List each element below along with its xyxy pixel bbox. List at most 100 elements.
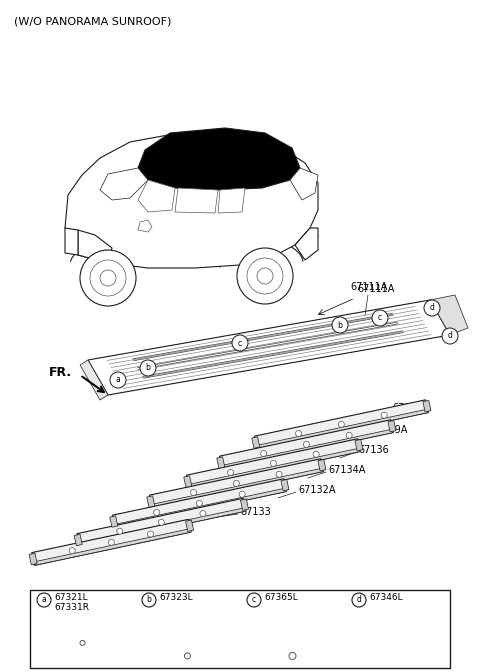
Circle shape — [196, 501, 203, 507]
Polygon shape — [254, 400, 428, 449]
Circle shape — [80, 640, 85, 645]
Polygon shape — [80, 507, 248, 546]
Circle shape — [233, 480, 240, 487]
Polygon shape — [35, 528, 193, 565]
Polygon shape — [112, 479, 286, 528]
Circle shape — [154, 509, 159, 515]
Circle shape — [80, 250, 136, 306]
Text: 67130A: 67130A — [392, 403, 430, 413]
Polygon shape — [80, 360, 108, 400]
Circle shape — [303, 442, 309, 448]
Polygon shape — [219, 420, 393, 469]
Polygon shape — [88, 300, 450, 395]
Circle shape — [117, 528, 123, 534]
Text: 67132A: 67132A — [298, 485, 336, 495]
Text: 67310A: 67310A — [142, 527, 180, 537]
Polygon shape — [110, 516, 118, 528]
Polygon shape — [152, 468, 325, 508]
Text: 67139A: 67139A — [370, 425, 408, 435]
Text: a: a — [116, 376, 120, 384]
Circle shape — [200, 511, 206, 517]
Circle shape — [108, 540, 114, 546]
Text: c: c — [378, 314, 382, 323]
Polygon shape — [281, 479, 289, 491]
Polygon shape — [388, 421, 396, 432]
Polygon shape — [65, 133, 318, 268]
Circle shape — [352, 593, 366, 607]
Text: d: d — [447, 331, 453, 341]
Text: 67323L: 67323L — [159, 593, 192, 601]
Circle shape — [147, 531, 154, 537]
Text: 67346L: 67346L — [369, 593, 403, 601]
Polygon shape — [138, 180, 175, 212]
Circle shape — [232, 335, 248, 351]
Polygon shape — [175, 188, 218, 213]
Text: b: b — [337, 321, 342, 329]
Circle shape — [239, 491, 245, 497]
Polygon shape — [186, 520, 193, 532]
Circle shape — [100, 270, 116, 286]
Text: (W/O PANORAMA SUNROOF): (W/O PANORAMA SUNROOF) — [14, 16, 171, 26]
Circle shape — [332, 317, 348, 333]
Polygon shape — [355, 439, 363, 451]
Polygon shape — [430, 295, 468, 335]
Polygon shape — [318, 460, 326, 471]
Polygon shape — [222, 429, 396, 469]
Polygon shape — [218, 188, 245, 213]
Polygon shape — [149, 459, 324, 508]
Polygon shape — [423, 401, 431, 412]
Circle shape — [442, 328, 458, 344]
Circle shape — [346, 432, 352, 438]
Polygon shape — [217, 457, 225, 468]
Polygon shape — [189, 448, 362, 488]
Text: 67321L: 67321L — [54, 593, 88, 601]
Circle shape — [140, 360, 156, 376]
Circle shape — [289, 653, 296, 659]
Text: FR.: FR. — [49, 366, 72, 380]
Bar — [30, 590, 450, 668]
Polygon shape — [147, 496, 155, 507]
Polygon shape — [77, 499, 246, 546]
Circle shape — [276, 471, 282, 477]
Circle shape — [69, 548, 75, 554]
Text: 67331R: 67331R — [54, 603, 89, 612]
Circle shape — [37, 593, 51, 607]
Circle shape — [424, 300, 440, 316]
Circle shape — [158, 519, 164, 526]
Text: 67111A: 67111A — [350, 282, 387, 292]
Text: b: b — [145, 364, 150, 372]
Circle shape — [261, 450, 266, 456]
Polygon shape — [65, 228, 78, 255]
Text: 67365L: 67365L — [264, 593, 298, 601]
Text: 67133: 67133 — [240, 507, 271, 517]
Polygon shape — [100, 168, 148, 200]
Text: 67134A: 67134A — [328, 465, 365, 475]
Circle shape — [90, 260, 126, 296]
Polygon shape — [186, 439, 360, 488]
Polygon shape — [138, 220, 152, 232]
Polygon shape — [184, 476, 192, 487]
Text: c: c — [238, 339, 242, 347]
Polygon shape — [74, 534, 82, 546]
Circle shape — [184, 653, 191, 659]
Circle shape — [237, 248, 293, 304]
Polygon shape — [290, 168, 318, 200]
Text: d: d — [430, 304, 434, 312]
Polygon shape — [29, 553, 37, 564]
Text: b: b — [146, 595, 151, 605]
Circle shape — [257, 268, 273, 284]
Circle shape — [247, 593, 261, 607]
Circle shape — [381, 412, 387, 418]
Circle shape — [296, 431, 301, 436]
Polygon shape — [240, 499, 249, 511]
Polygon shape — [78, 230, 112, 263]
Circle shape — [228, 470, 234, 476]
Text: d: d — [357, 595, 361, 605]
Circle shape — [270, 460, 276, 466]
Polygon shape — [295, 228, 318, 260]
Polygon shape — [138, 128, 300, 190]
Text: c: c — [252, 595, 256, 605]
Circle shape — [191, 489, 196, 495]
Circle shape — [338, 421, 344, 427]
Text: 67111A: 67111A — [357, 284, 395, 294]
